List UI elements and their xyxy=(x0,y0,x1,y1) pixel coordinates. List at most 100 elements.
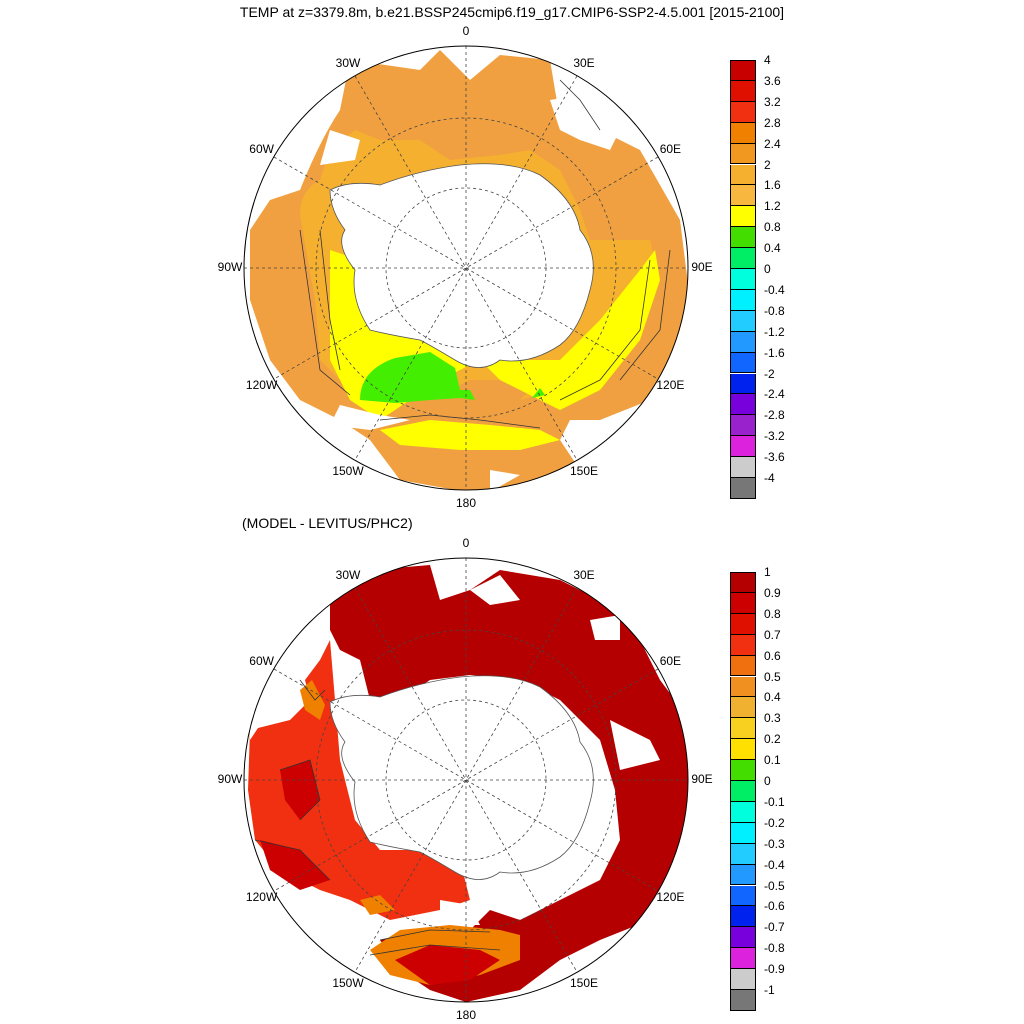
bottom-colorbar-label: 1 xyxy=(764,565,771,579)
bottom-colorbar-label: -0.4 xyxy=(764,857,785,872)
top-colorbar-box xyxy=(730,101,756,123)
bottom-colorbar-label: 0.9 xyxy=(764,585,781,600)
top-colorbar-label: 0.8 xyxy=(764,220,781,235)
bottom-lon-label: 90W xyxy=(217,772,243,786)
top-colorbar-label: -0.8 xyxy=(764,303,785,318)
top-colorbar-box xyxy=(730,269,756,290)
top-colorbar-box xyxy=(730,478,756,499)
top-colorbar-box xyxy=(730,80,756,102)
top-colorbar-label: 0 xyxy=(764,262,771,276)
bottom-lon-label: 120E xyxy=(656,890,685,904)
top-field-yellow-south xyxy=(380,420,560,450)
top-colorbar-box xyxy=(730,206,756,228)
top-colorbar-box xyxy=(730,436,756,458)
bottom-colorbar-label: 0.2 xyxy=(764,732,781,747)
bottom-colorbar-label: -0.3 xyxy=(764,836,785,851)
top-colorbar-box xyxy=(730,185,756,207)
bottom-lon-label: 60W xyxy=(249,654,274,668)
bottom-colorbar-label: 0.6 xyxy=(764,648,781,663)
top-colorbar-label: -1.6 xyxy=(764,345,785,360)
top-colorbar-label: 3.6 xyxy=(764,73,781,88)
bottom-colorbar-label: -1 xyxy=(764,983,775,997)
bottom-colorbar-box xyxy=(730,948,756,970)
top-colorbar-box xyxy=(730,310,756,332)
bottom-lon-label: 90E xyxy=(691,772,713,786)
bottom-colorbar-label: -0.7 xyxy=(764,920,785,935)
top-colorbar-box xyxy=(730,331,756,353)
top-lon-label: 60E xyxy=(659,142,682,156)
top-map-border xyxy=(243,45,689,491)
bottom-colorbar-label: -0.2 xyxy=(764,815,785,830)
top-colorbar-label: -1.2 xyxy=(764,324,785,339)
bottom-lon-label: 30E xyxy=(573,567,595,582)
top-field-green xyxy=(360,352,475,403)
top-colorbar-box xyxy=(730,227,756,249)
top-colorbar-box xyxy=(730,457,756,478)
top-colorbar-label: 1.6 xyxy=(764,178,781,193)
bottom-colorbar-box xyxy=(730,697,756,719)
top-colorbar-box xyxy=(730,352,756,374)
bottom-lon-label: 30W xyxy=(335,567,361,582)
bottom-field-main xyxy=(330,565,688,1002)
bottom-colorbar-label: 0.8 xyxy=(764,606,781,621)
top-colorbar-label: -3.2 xyxy=(764,429,785,444)
bottom-colorbar-box xyxy=(730,676,756,698)
bottom-lon-label: 60E xyxy=(659,654,682,668)
top-lon-label: 90E xyxy=(691,260,713,274)
top-colorbar-box xyxy=(730,164,756,186)
bottom-colorbar-label: 0 xyxy=(764,774,771,788)
bottom-colorbar-label: 0.7 xyxy=(764,627,781,642)
bottom-lon-label: 150E xyxy=(569,976,599,991)
bottom-lon-label: 150W xyxy=(332,976,364,991)
bottom-colorbar-box xyxy=(730,801,756,823)
bottom-colorbar-box xyxy=(730,969,756,990)
bottom-colorbar-label: -0.5 xyxy=(764,878,785,893)
bottom-colorbar-box xyxy=(730,739,756,761)
top-colorbar-box xyxy=(730,373,756,395)
top-lon-label: 150E xyxy=(569,464,599,479)
top-colorbar-box xyxy=(730,143,756,165)
bottom-colorbar-box xyxy=(730,927,756,949)
bottom-colorbar-box xyxy=(730,781,756,802)
plot-subtitle: (MODEL - LEVITUS/PHC2) xyxy=(242,515,413,531)
top-lon-label: 30W xyxy=(335,55,361,70)
bottom-colorbar-label: 0.3 xyxy=(764,711,781,726)
bottom-colorbar-box xyxy=(730,843,756,865)
top-colorbar-box xyxy=(730,122,756,144)
top-colorbar-box xyxy=(730,60,756,81)
top-lon-label: 90W xyxy=(217,260,243,274)
top-colorbar-label: -0.4 xyxy=(764,282,785,297)
top-colorbar-label: 2 xyxy=(764,157,771,172)
top-colorbar-box xyxy=(730,248,756,269)
top-colorbar-label: 0.4 xyxy=(764,241,781,256)
bottom-colorbar-box xyxy=(730,990,756,1011)
bottom-map-grid xyxy=(244,558,688,1002)
top-colorbar-label: -3.6 xyxy=(764,450,785,465)
top-lon-label: 180 xyxy=(455,496,477,510)
bottom-colorbar-box xyxy=(730,864,756,886)
top-colorbar-label: 3.2 xyxy=(764,94,781,109)
bottom-colorbar-box xyxy=(730,592,756,614)
top-map-grid xyxy=(244,46,688,490)
bottom-colorbar-label: -0.6 xyxy=(764,899,785,914)
top-lon-label: 30E xyxy=(573,55,595,70)
top-colorbar-label: -2.8 xyxy=(764,408,785,423)
bottom-field-orange-west xyxy=(300,680,325,720)
bottom-colorbar-label: -0.9 xyxy=(764,962,785,977)
top-lon-label: 150W xyxy=(332,464,364,479)
top-lon-label: 120E xyxy=(656,378,685,392)
bottom-colorbar-label: 0.5 xyxy=(764,669,781,684)
bottom-colorbar-box xyxy=(730,885,756,907)
bottom-map-border xyxy=(243,557,689,1003)
bottom-colorbar-box xyxy=(730,572,756,593)
bottom-colorbar-box xyxy=(730,718,756,740)
top-colorbar-label: -4 xyxy=(764,471,775,485)
bottom-colorbar-box xyxy=(730,906,756,928)
top-colorbar-box xyxy=(730,289,756,311)
plot-title: TEMP at z=3379.8m, b.e21.BSSP245cmip6.f1… xyxy=(239,4,785,20)
top-lon-label: 60W xyxy=(249,142,274,156)
top-lon-label: 0 xyxy=(462,24,470,38)
bottom-colorbar-label: 0.1 xyxy=(764,753,781,768)
top-colorbar-label: 4 xyxy=(764,53,771,67)
